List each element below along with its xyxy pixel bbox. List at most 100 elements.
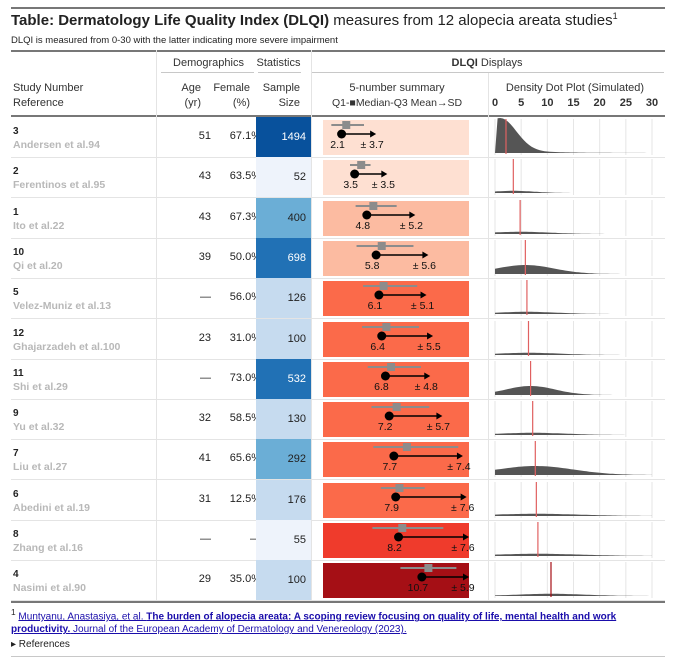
row-divider [11,560,665,561]
study-number: 9 [13,408,19,420]
header-sample: Sample [262,82,300,94]
study-number: 6 [13,488,19,500]
median-square [424,564,433,573]
density-shape [495,264,652,274]
density-shape [495,513,652,516]
sd-arrowhead [420,291,427,299]
header-reference: Reference [13,97,64,109]
study-reference: Liu et al.27 [13,461,68,474]
footer-rule [11,656,665,657]
study-number: 4 [13,569,19,581]
sd-label: ± 3.7 [360,139,383,151]
mean-dot [391,492,401,502]
study-number: 1 [13,206,19,218]
sd-label: ± 5.7 [427,421,450,433]
study-number: 12 [13,327,25,339]
mean-dot [350,169,360,179]
sample-size-cell: 292 [256,439,311,480]
row-divider [11,600,665,602]
sd-arrowhead [463,533,469,541]
row-divider [11,479,665,481]
female-value: 67.3% [229,210,261,223]
median-square [402,443,411,452]
sample-size-cell: 55 [256,520,311,560]
median-square [387,362,396,371]
female-value: 65.6% [229,452,261,465]
density-shape [495,311,652,315]
header-study-number: Study Number [13,82,84,94]
mean-label: 6.1 [368,300,383,312]
study-reference: Nasimi et al.90 [13,582,86,595]
table-bottom-rule [11,601,665,603]
female-value: 58.5% [229,412,261,425]
sd-arrowhead [422,251,429,259]
dlqi-underline [312,72,664,73]
row-divider [11,398,665,400]
footnote: 1 Muntyanu, Anastasiya, et al. The burde… [11,607,617,636]
sample-size-cell: 100 [256,318,311,359]
study-number: 8 [13,529,19,540]
column-divider [311,50,312,601]
row-graphics: 7.9 ± 7.6 [323,481,653,518]
table-row: 11 Shi et al.29 — 73.0% 532 6.8 ± 4.8 [11,358,665,400]
study-reference: Ito et al.22 [13,219,65,232]
female-value: — [211,533,261,545]
row-graphics: 4.8 ± 5.2 [323,199,653,236]
mean-dot [371,250,381,260]
median-square [369,201,378,210]
header-top-rule [11,50,665,52]
study-number: 7 [13,448,19,460]
sd-arrowhead [381,170,388,178]
study-reference: Yu et al.32 [13,421,65,434]
header-age-unit: (yr) [184,97,202,109]
mean-dot [377,331,387,340]
mean-label: 7.7 [383,461,398,473]
sd-arrowhead [436,412,443,420]
sample-size-cell: 176 [256,479,311,520]
table-row: 2 Ferentinos et al.95 43 63.5% 52 3.5 ± 3.5 [11,157,665,199]
study-reference: Andersen et al.94 [13,139,100,151]
median-square [379,282,388,291]
age-value: — [200,371,211,384]
study-number: 2 [13,166,19,178]
density-shape [495,191,652,194]
row-divider [11,318,665,320]
mean-dot [417,572,427,582]
density-shape [495,594,652,597]
median-square [382,322,391,331]
mean-dot [337,129,347,139]
median-square [342,121,351,129]
density-tick-label: 20 [593,97,606,109]
density-tick-label: 0 [491,97,499,109]
header-5-number-summary: 5-number summary [349,82,445,94]
mean-dot [380,371,390,381]
column-divider [488,73,489,601]
table-row: 7 Liu et al.27 41 65.6% 292 7.7 ± 7.4 [11,439,665,481]
mean-dot [374,290,384,300]
sd-arrowhead [424,372,431,380]
sd-arrowhead [409,211,416,219]
age-value: 43 [198,210,211,223]
sample-size-cell: 532 [256,358,311,399]
sd-label: ± 3.5 [372,179,395,191]
header-statistics: Statistics [256,57,301,69]
demographics-underline [161,72,254,73]
table-row: 3 Andersen et al.94 51 67.1% 1494 2.1 ± 3.7 [11,117,665,158]
table-row: 9 Yu et al.32 32 58.5% 130 7.2 ± 5.7 [11,399,665,441]
age-value: — [200,291,211,304]
median-square [377,241,386,250]
row-divider [11,277,665,279]
sample-size-cell: 100 [256,560,311,601]
row-divider [11,237,665,239]
age-value: 51 [198,130,211,142]
study-reference: Qi et al.20 [13,259,63,272]
footnote-citation-link[interactable]: Muntyanu, Anastasiya, et al. The burden … [11,611,617,636]
sd-arrowhead [460,493,467,501]
density-tick-label: 30 [645,97,659,109]
age-value: 39 [198,250,211,263]
references-toggle[interactable]: ▸ References [11,639,70,650]
age-value: 29 [198,573,211,586]
header-sample-size: Size [278,97,300,109]
study-number: 11 [13,367,24,379]
study-reference: Zhang et al.16 [13,542,84,554]
